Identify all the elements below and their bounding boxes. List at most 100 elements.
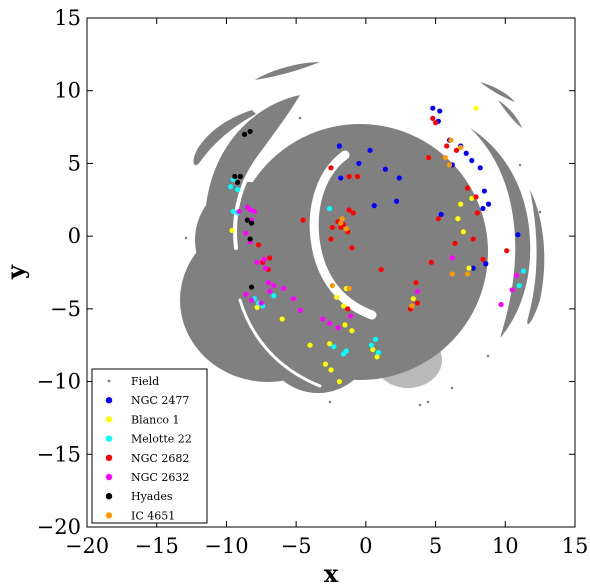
data-point xyxy=(414,300,421,306)
data-point xyxy=(307,342,313,348)
series-ic-4651 xyxy=(329,137,471,309)
data-point xyxy=(322,361,329,367)
data-point xyxy=(477,165,483,171)
data-point xyxy=(435,216,441,222)
legend-marker xyxy=(105,473,113,481)
data-point xyxy=(267,255,273,261)
data-point xyxy=(465,271,471,277)
data-point xyxy=(498,301,504,308)
x-tick-label: −15 xyxy=(135,534,179,558)
data-point xyxy=(243,230,249,236)
data-point xyxy=(458,144,464,151)
data-point xyxy=(473,194,479,200)
data-point xyxy=(336,378,342,385)
y-tick-label: −10 xyxy=(37,370,81,394)
y-axis-label: y xyxy=(1,264,30,280)
data-point xyxy=(328,367,334,373)
data-point xyxy=(271,282,277,289)
data-point xyxy=(430,115,436,121)
data-point xyxy=(346,207,352,213)
data-point xyxy=(237,173,243,180)
data-point xyxy=(474,210,480,216)
series-ngc-2477 xyxy=(336,105,521,271)
legend-label: Field xyxy=(131,375,159,388)
legend-label: Hyades xyxy=(131,490,173,503)
data-point xyxy=(442,155,448,161)
data-point xyxy=(368,342,375,348)
data-point xyxy=(350,210,356,216)
data-point xyxy=(327,205,333,212)
data-point xyxy=(410,296,416,302)
y-tick-label: 0 xyxy=(68,224,81,248)
data-point xyxy=(481,188,487,194)
data-point xyxy=(430,105,436,111)
data-point xyxy=(453,147,460,153)
data-point xyxy=(255,242,262,248)
data-point xyxy=(354,173,361,180)
data-point xyxy=(247,236,253,242)
legend-label: IC 4651 xyxy=(131,509,175,522)
data-point xyxy=(254,304,260,311)
data-point xyxy=(265,280,271,286)
data-point xyxy=(320,316,326,322)
legend-label: NGC 2632 xyxy=(131,471,189,484)
data-point xyxy=(261,256,267,263)
data-point xyxy=(251,208,257,215)
data-point xyxy=(346,285,352,292)
data-point xyxy=(428,259,434,265)
x-tick-label: −20 xyxy=(65,534,109,558)
legend-marker xyxy=(105,454,113,461)
data-point xyxy=(349,328,355,334)
data-point xyxy=(244,217,250,223)
data-point xyxy=(228,184,234,190)
data-point xyxy=(413,280,419,286)
data-point xyxy=(345,306,351,312)
legend-marker xyxy=(105,435,113,442)
data-point xyxy=(504,248,510,254)
legend-label: NGC 2682 xyxy=(131,452,189,465)
y-tick-label: −20 xyxy=(37,515,81,539)
series-hyades xyxy=(232,128,255,290)
x-axis-label: x xyxy=(324,559,339,587)
legend: Field NGC 2477 Blanco 1 Melotte 22 NGC 2682 N… xyxy=(91,368,208,524)
data-point xyxy=(452,240,458,247)
data-point xyxy=(460,229,467,235)
data-point xyxy=(513,272,520,279)
x-tick-label: −10 xyxy=(204,534,248,558)
x-tick-label: 5 xyxy=(429,534,442,558)
data-point xyxy=(374,354,380,360)
cluster-points xyxy=(228,105,527,385)
data-point xyxy=(393,198,400,204)
data-point xyxy=(448,137,454,143)
data-point xyxy=(248,220,255,226)
data-point xyxy=(248,297,255,303)
data-point xyxy=(247,207,253,213)
legend-label: NGC 2477 xyxy=(131,394,189,407)
data-point xyxy=(449,271,455,277)
data-point xyxy=(485,201,492,207)
data-point xyxy=(483,261,489,267)
data-point xyxy=(230,208,236,215)
data-point xyxy=(329,224,335,231)
legend-marker xyxy=(107,379,111,383)
data-point xyxy=(370,346,376,353)
data-point xyxy=(469,195,475,201)
plot-frame xyxy=(86,17,576,528)
legend-marker xyxy=(105,397,113,404)
data-point xyxy=(449,255,455,261)
data-point xyxy=(247,128,253,135)
data-point xyxy=(331,344,337,350)
data-point xyxy=(248,284,255,290)
legend-label: Melotte 22 xyxy=(131,433,192,446)
data-point xyxy=(229,227,235,233)
data-point xyxy=(480,205,486,212)
data-point xyxy=(262,265,269,271)
data-point xyxy=(466,265,472,271)
x-tick-label: 0 xyxy=(359,534,372,558)
data-point xyxy=(236,208,242,215)
data-point xyxy=(455,216,461,222)
data-point xyxy=(458,201,464,207)
data-point xyxy=(432,120,439,126)
data-point xyxy=(328,165,334,171)
legend-label: Blanco 1 xyxy=(131,413,180,426)
